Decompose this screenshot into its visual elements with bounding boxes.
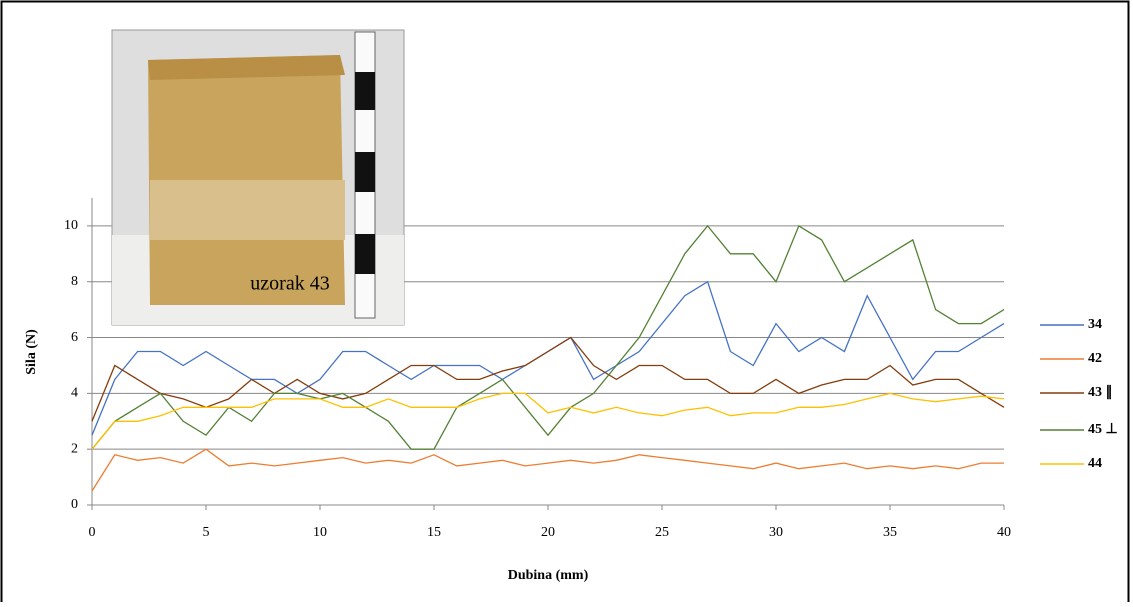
x-tick-label: 5 xyxy=(203,525,210,540)
legend-label: 45 ⊥ xyxy=(1088,422,1118,437)
y-tick-label: 10 xyxy=(64,218,78,233)
ruler-band xyxy=(355,152,375,192)
series-line xyxy=(91,448,1004,492)
y-axis-label: Sila (N) xyxy=(24,329,39,375)
x-tick-label: 20 xyxy=(541,525,555,540)
sample-top xyxy=(148,55,345,80)
legend-label: 42 xyxy=(1088,351,1102,366)
series-line xyxy=(91,224,1005,450)
y-tick-label: 2 xyxy=(71,441,78,456)
x-tick-label: 10 xyxy=(313,525,327,540)
x-tick-label: 30 xyxy=(769,525,783,540)
ruler-band xyxy=(355,234,375,274)
series-line xyxy=(91,336,1005,422)
photo-caption: uzorak 43 xyxy=(250,273,329,295)
x-tick-label: 15 xyxy=(427,525,441,540)
series-line xyxy=(91,392,1005,450)
x-axis-label: Dubina (mm) xyxy=(508,568,589,583)
y-tick-label: 6 xyxy=(71,330,78,345)
y-tick-label: 4 xyxy=(71,386,78,401)
sample-layer xyxy=(150,180,345,240)
x-tick-label: 25 xyxy=(655,525,669,540)
x-tick-label: 0 xyxy=(89,525,96,540)
legend-label: 44 xyxy=(1088,456,1102,471)
legend-label: 34 xyxy=(1088,317,1102,332)
y-tick-label: 0 xyxy=(71,497,78,512)
photo-inset: uzorak 43 xyxy=(111,29,405,326)
ruler-band xyxy=(355,72,375,110)
legend-label: 43 ∥ xyxy=(1088,384,1113,400)
x-tick-label: 40 xyxy=(997,525,1011,540)
y-tick-label: 8 xyxy=(71,274,78,289)
x-tick-label: 35 xyxy=(883,525,897,540)
